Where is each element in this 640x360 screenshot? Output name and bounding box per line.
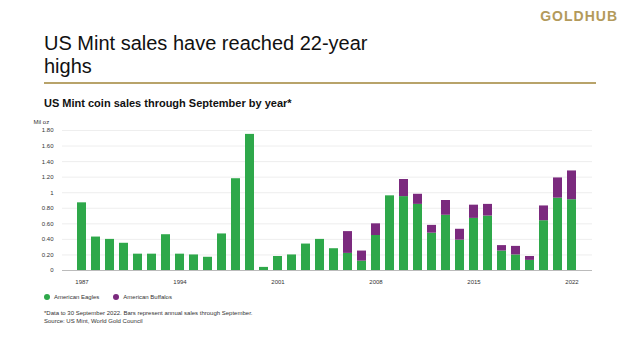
svg-text:1.40: 1.40	[42, 159, 54, 165]
svg-text:0.80: 0.80	[42, 205, 54, 211]
svg-text:2001: 2001	[271, 279, 285, 285]
html-text:US Mint sales have reached 22-: US Mint sales have reached 22-year highs	[44, 32, 368, 77]
html-text:GOLDHUB: GOLDHUB	[540, 8, 618, 24]
svg-text:0.60: 0.60	[42, 221, 54, 227]
html-text:US Mint coin sales through Sep: US Mint coin sales through September by …	[44, 97, 292, 109]
html-text:American Buffalos: American Buffalos	[123, 294, 172, 300]
html-text:*Data to 30 September 2022. Ba: *Data to 30 September 2022. Bars represe…	[44, 310, 253, 316]
svg-text:0.40: 0.40	[42, 236, 54, 242]
svg-text:1.20: 1.20	[42, 174, 54, 180]
svg-text:Mil oz: Mil oz	[34, 119, 50, 125]
svg-text:0: 0	[50, 267, 54, 273]
svg-text:1987: 1987	[75, 279, 89, 285]
svg-text:1.60: 1.60	[42, 143, 54, 149]
html-text:Source: US Mint, World Gold Co: Source: US Mint, World Gold Council	[44, 318, 143, 324]
svg-text:2008: 2008	[369, 279, 383, 285]
html-text:American Eagles: American Eagles	[54, 294, 100, 300]
svg-text:0.20: 0.20	[42, 252, 54, 258]
svg-text:2015: 2015	[467, 279, 481, 285]
svg-text:1: 1	[50, 190, 54, 196]
svg-text:1.80: 1.80	[42, 127, 54, 133]
svg-text:2022: 2022	[565, 279, 579, 285]
svg-text:1994: 1994	[173, 279, 187, 285]
